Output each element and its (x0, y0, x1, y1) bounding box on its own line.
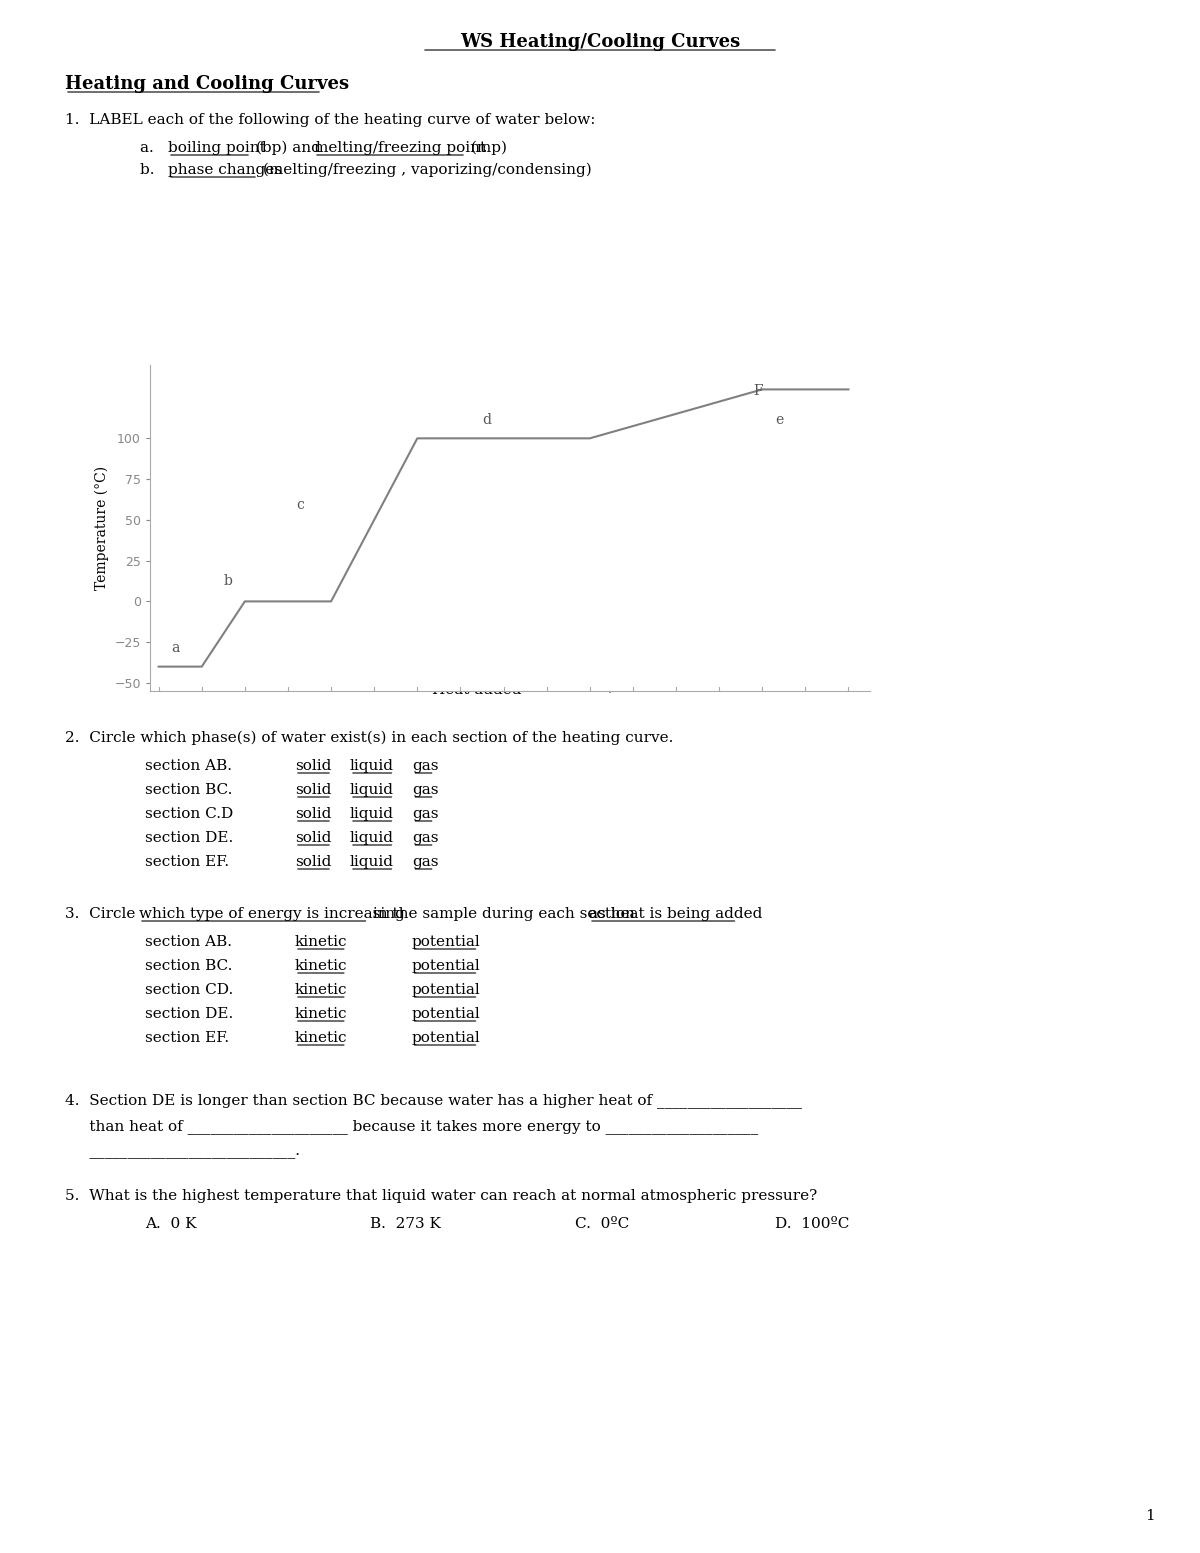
Text: section BC.: section BC. (145, 783, 233, 797)
Text: in the sample during each section: in the sample during each section (368, 907, 641, 921)
Text: C.  0ºC: C. 0ºC (575, 1218, 629, 1232)
Text: F: F (754, 384, 763, 398)
Text: 1: 1 (1145, 1510, 1154, 1523)
Text: section BC.: section BC. (145, 960, 233, 974)
Text: 1.  LABEL each of the following of the heating curve of water below:: 1. LABEL each of the following of the he… (65, 113, 595, 127)
Text: (mp): (mp) (466, 141, 508, 155)
Text: B.  273 K: B. 273 K (370, 1218, 440, 1232)
Text: gas: gas (413, 808, 439, 822)
Text: solid: solid (295, 759, 331, 773)
Text: section CD.: section CD. (145, 983, 233, 997)
Text: section AB.: section AB. (145, 759, 232, 773)
Text: e: e (775, 413, 784, 427)
Text: section EF.: section EF. (145, 856, 229, 870)
Text: 5.  What is the highest temperature that liquid water can reach at normal atmosp: 5. What is the highest temperature that … (65, 1190, 817, 1204)
Text: section DE.: section DE. (145, 831, 233, 845)
Y-axis label: Temperature (°C): Temperature (°C) (95, 466, 109, 590)
Text: potential: potential (412, 960, 480, 974)
Text: A.  0 K: A. 0 K (145, 1218, 197, 1232)
Text: 2.  Circle which phase(s) of water exist(s) in each section of the heating curve: 2. Circle which phase(s) of water exist(… (65, 731, 673, 745)
Text: section AB.: section AB. (145, 935, 232, 949)
Text: liquid: liquid (350, 856, 394, 870)
Text: gas: gas (413, 831, 439, 845)
Text: solid: solid (295, 831, 331, 845)
Text: Heating and Cooling Curves: Heating and Cooling Curves (65, 75, 349, 93)
Text: kinetic: kinetic (295, 983, 348, 997)
Text: a: a (172, 641, 180, 655)
Text: D.  100ºC: D. 100ºC (775, 1218, 850, 1232)
Text: kinetic: kinetic (295, 960, 348, 974)
Text: section EF.: section EF. (145, 1031, 229, 1045)
Text: b: b (223, 575, 232, 589)
Text: phase changes: phase changes (168, 163, 282, 177)
Text: (bp) and: (bp) and (251, 141, 325, 155)
Text: b.: b. (140, 163, 164, 177)
Text: WS Heating/Cooling Curves: WS Heating/Cooling Curves (460, 33, 740, 51)
Text: than heat of _____________________ because it takes more energy to _____________: than heat of _____________________ becau… (65, 1120, 758, 1134)
Text: potential: potential (412, 1006, 480, 1020)
Text: solid: solid (295, 783, 331, 797)
Text: c: c (296, 497, 305, 511)
Text: liquid: liquid (350, 831, 394, 845)
Text: kinetic: kinetic (295, 935, 348, 949)
Text: gas: gas (413, 783, 439, 797)
Text: solid: solid (295, 808, 331, 822)
Text: liquid: liquid (350, 808, 394, 822)
Text: section DE.: section DE. (145, 1006, 233, 1020)
Text: 4.  Section DE is longer than section BC because water has a higher heat of ____: 4. Section DE is longer than section BC … (65, 1093, 802, 1107)
Text: (melting/freezing , vaporizing/condensing): (melting/freezing , vaporizing/condensin… (258, 163, 592, 177)
Text: melting/freezing point: melting/freezing point (314, 141, 486, 155)
Text: as heat is being added: as heat is being added (589, 907, 762, 921)
Text: ___________________________.: ___________________________. (65, 1145, 300, 1159)
Text: gas: gas (413, 759, 439, 773)
Text: kinetic: kinetic (295, 1031, 348, 1045)
Text: solid: solid (295, 856, 331, 870)
Text: which type of energy is increasing: which type of energy is increasing (139, 907, 404, 921)
Text: potential: potential (412, 1031, 480, 1045)
Text: Heat added: Heat added (432, 683, 522, 697)
Text: 3.  Circle: 3. Circle (65, 907, 140, 921)
Text: d: d (482, 413, 491, 427)
Text: liquid: liquid (350, 759, 394, 773)
Text: boiling point: boiling point (168, 141, 265, 155)
Text: section C.D: section C.D (145, 808, 233, 822)
Text: gas: gas (413, 856, 439, 870)
Text: a.: a. (140, 141, 163, 155)
Text: kinetic: kinetic (295, 1006, 348, 1020)
Text: potential: potential (412, 935, 480, 949)
Text: liquid: liquid (350, 783, 394, 797)
Text: potential: potential (412, 983, 480, 997)
